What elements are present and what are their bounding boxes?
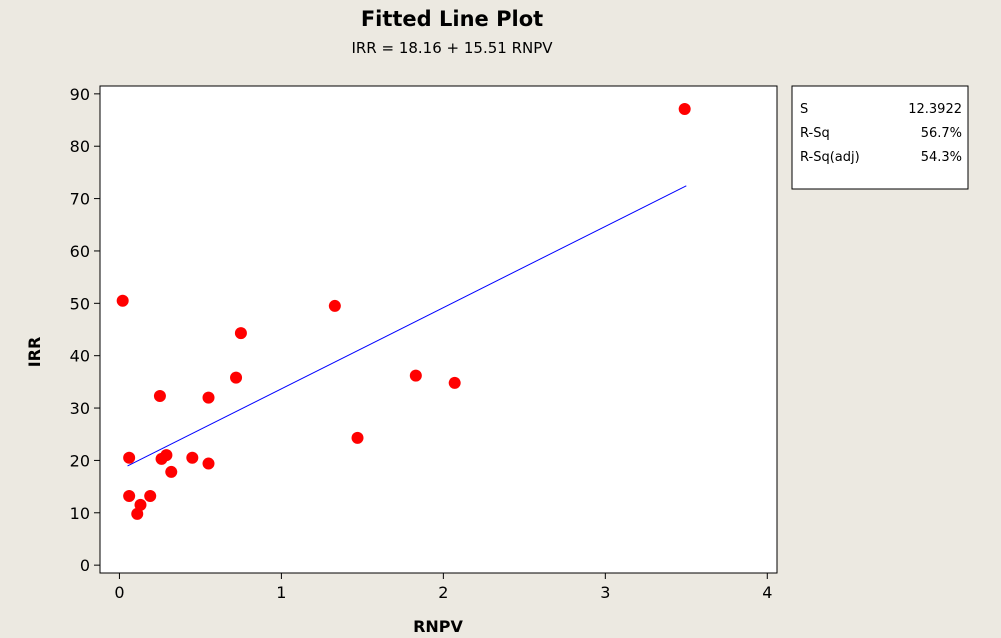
stats-label-rsq-adj: R-Sq(adj)	[800, 150, 860, 165]
data-point	[202, 457, 215, 470]
data-point	[186, 451, 199, 464]
fit-line	[127, 185, 687, 467]
fit-line-group	[127, 185, 687, 467]
y-tick-label: 0	[80, 556, 90, 575]
data-point	[153, 390, 166, 403]
y-tick-label: 80	[70, 137, 90, 156]
y-tick-label: 50	[70, 294, 90, 313]
y-tick-label: 60	[70, 242, 90, 261]
stats-label-s: S	[800, 102, 808, 117]
data-point	[234, 327, 247, 340]
data-point	[678, 103, 691, 116]
data-point	[409, 369, 422, 382]
x-tick-label: 3	[600, 583, 610, 602]
y-tick-label: 10	[70, 504, 90, 523]
chart-title: Fitted Line Plot	[361, 7, 543, 31]
y-tick-label: 30	[70, 399, 90, 418]
data-point	[448, 376, 461, 389]
data-point	[351, 431, 364, 444]
chart-subtitle: IRR = 18.16 + 15.51 RNPV	[351, 39, 553, 57]
y-tick-label: 40	[70, 347, 90, 366]
y-tick-label: 20	[70, 451, 90, 470]
x-tick-label: 4	[762, 583, 772, 602]
data-point	[165, 465, 178, 478]
x-tick-label: 0	[114, 583, 124, 602]
data-point	[134, 498, 147, 511]
x-axis-label: RNPV	[413, 617, 463, 636]
data-point	[123, 451, 136, 464]
data-points	[116, 103, 691, 520]
data-point	[160, 449, 173, 462]
data-point	[123, 490, 136, 503]
x-tick-label: 1	[276, 583, 286, 602]
data-point	[202, 391, 215, 404]
stats-value-s: 12.3922	[908, 102, 962, 117]
x-tick-label: 2	[438, 583, 448, 602]
stats-value-rsq: 56.7%	[921, 126, 962, 141]
stats-box-frame	[791, 85, 969, 190]
data-point	[144, 490, 157, 503]
stats-label-rsq: R-Sq	[800, 126, 830, 141]
data-point	[328, 299, 341, 312]
y-tick-label: 90	[70, 85, 90, 104]
stats-value-rsq-adj: 54.3%	[921, 150, 962, 165]
plot-frame	[99, 85, 778, 574]
data-point	[230, 371, 243, 384]
y-axis-label: IRR	[25, 337, 44, 368]
y-tick-label: 70	[70, 190, 90, 209]
data-point	[116, 294, 129, 307]
stats-box: S 12.3922 R-Sq 56.7% R-Sq(adj) 54.3%	[791, 85, 969, 190]
